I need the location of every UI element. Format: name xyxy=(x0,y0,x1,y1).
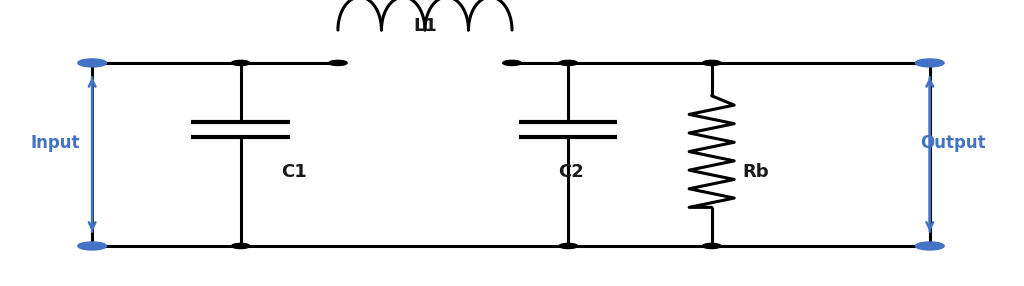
Text: Rb: Rb xyxy=(742,163,769,180)
Text: C2: C2 xyxy=(558,163,584,180)
Circle shape xyxy=(559,243,578,249)
Circle shape xyxy=(702,60,721,65)
Circle shape xyxy=(921,243,939,249)
Circle shape xyxy=(915,59,944,67)
Circle shape xyxy=(329,60,347,65)
Circle shape xyxy=(559,60,578,65)
Circle shape xyxy=(78,242,106,250)
Text: L1: L1 xyxy=(413,17,437,35)
Circle shape xyxy=(503,60,521,65)
Circle shape xyxy=(915,242,944,250)
Circle shape xyxy=(231,60,250,65)
Circle shape xyxy=(702,243,721,249)
Text: Input: Input xyxy=(31,134,80,152)
Circle shape xyxy=(231,243,250,249)
Circle shape xyxy=(78,59,106,67)
Text: C1: C1 xyxy=(282,163,307,180)
Circle shape xyxy=(83,243,101,249)
Text: Output: Output xyxy=(921,134,986,152)
